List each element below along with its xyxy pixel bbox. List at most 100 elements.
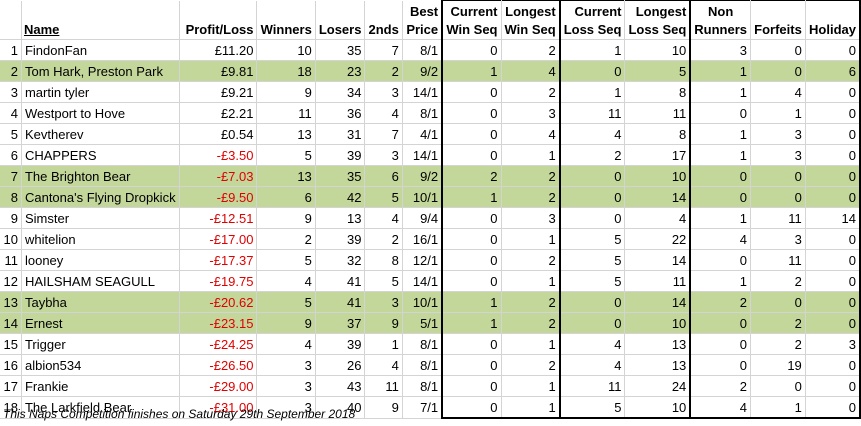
non-runners-cell[interactable]: 1 <box>689 81 752 103</box>
rank-cell[interactable]: 4 <box>0 102 22 124</box>
rank-cell[interactable]: 14 <box>0 312 22 334</box>
forfeits-cell[interactable]: 1 <box>750 396 806 419</box>
longest-loss-seq-cell[interactable]: 5 <box>624 60 691 82</box>
name-cell[interactable]: CHAPPERS <box>21 144 181 166</box>
longest-win-seq-cell[interactable]: 1 <box>501 144 561 166</box>
longest-win-seq-cell[interactable]: 1 <box>501 333 561 355</box>
current-loss-seq-cell[interactable]: 0 <box>558 186 626 208</box>
name-cell[interactable]: FindonFan <box>21 39 181 61</box>
name-cell[interactable]: whitelion <box>21 228 181 250</box>
holiday-cell[interactable]: 0 <box>805 312 861 334</box>
name-cell[interactable]: albion534 <box>21 354 181 376</box>
holiday-cell[interactable]: 0 <box>805 228 861 250</box>
seconds-cell[interactable]: 4 <box>364 207 403 229</box>
forfeits-cell[interactable]: 11 <box>750 207 806 229</box>
forfeits-cell[interactable]: 2 <box>750 270 806 292</box>
winners-cell[interactable]: 18 <box>256 60 316 82</box>
losers-cell[interactable]: 41 <box>315 291 366 313</box>
longest-win-seq-cell[interactable]: 4 <box>501 60 561 82</box>
non-runners-cell[interactable]: 0 <box>689 249 752 271</box>
seconds-cell[interactable]: 4 <box>364 102 403 124</box>
non-runners-cell[interactable]: 2 <box>689 291 752 313</box>
losers-cell[interactable]: 32 <box>315 249 366 271</box>
name-cell[interactable]: HAILSHAM SEAGULL <box>21 270 181 292</box>
longest-win-seq-cell[interactable]: 3 <box>501 207 561 229</box>
rank-cell[interactable]: 17 <box>0 375 22 397</box>
profit-loss-cell[interactable]: -£24.25 <box>179 333 258 355</box>
longest-loss-seq-cell[interactable]: 10 <box>624 396 691 419</box>
current-win-seq-cell[interactable]: 0 <box>441 81 502 103</box>
winners-cell[interactable]: 11 <box>256 102 316 124</box>
longest-win-seq-cell[interactable]: 4 <box>501 123 561 145</box>
losers-cell[interactable]: 34 <box>315 81 366 103</box>
longest-loss-seq-cell[interactable]: 11 <box>624 270 691 292</box>
longest-win-seq-cell[interactable]: 2 <box>501 249 561 271</box>
non-runners-cell[interactable]: 0 <box>689 186 752 208</box>
seconds-cell[interactable]: 9 <box>364 396 403 419</box>
rank-cell[interactable]: 18 <box>0 396 22 419</box>
current-win-seq-cell[interactable]: 0 <box>441 39 502 61</box>
profit-loss-cell[interactable]: -£23.15 <box>179 312 258 334</box>
best-price-cell[interactable]: 9/4 <box>402 207 443 229</box>
name-cell[interactable]: Frankie <box>21 375 181 397</box>
longest-win-seq-cell[interactable]: 3 <box>501 102 561 124</box>
longest-loss-seq-cell[interactable]: 8 <box>624 123 691 145</box>
profit-loss-cell[interactable]: -£26.50 <box>179 354 258 376</box>
best-price-cell[interactable]: 9/2 <box>402 60 443 82</box>
forfeits-cell[interactable]: 4 <box>750 81 806 103</box>
holiday-cell[interactable]: 3 <box>805 333 861 355</box>
rank-cell[interactable]: 8 <box>0 186 22 208</box>
current-loss-seq-cell[interactable]: 0 <box>558 291 626 313</box>
best-price-cell[interactable]: 9/2 <box>402 165 443 187</box>
seconds-cell[interactable]: 6 <box>364 165 403 187</box>
best-price-cell[interactable]: 10/1 <box>402 186 443 208</box>
losers-cell[interactable]: 26 <box>315 354 366 376</box>
current-loss-seq-cell[interactable]: 0 <box>558 165 626 187</box>
losers-cell[interactable]: 41 <box>315 270 366 292</box>
holiday-cell[interactable]: 0 <box>805 81 861 103</box>
rank-cell[interactable]: 7 <box>0 165 22 187</box>
longest-loss-seq-cell[interactable]: 4 <box>624 207 691 229</box>
seconds-cell[interactable]: 1 <box>364 333 403 355</box>
name-cell[interactable]: Ernest <box>21 312 181 334</box>
holiday-header[interactable]: Holiday <box>805 0 861 40</box>
longest-loss-seq-cell[interactable]: 17 <box>624 144 691 166</box>
longest-win-seq-cell[interactable]: 2 <box>501 165 561 187</box>
longest-loss-seq-cell[interactable]: 13 <box>624 333 691 355</box>
current-win-seq-cell[interactable]: 0 <box>441 333 502 355</box>
longest-win-seq-cell[interactable]: 2 <box>501 186 561 208</box>
rank-cell[interactable]: 13 <box>0 291 22 313</box>
winners-cell[interactable]: 4 <box>256 333 316 355</box>
forfeits-cell[interactable]: 3 <box>750 123 806 145</box>
winners-cell[interactable]: 10 <box>256 39 316 61</box>
best-price-cell[interactable]: 5/1 <box>402 312 443 334</box>
non-runners-header[interactable]: Non Runners <box>689 0 752 40</box>
name-cell[interactable]: looney <box>21 249 181 271</box>
name-cell[interactable]: The Larkfield Bear <box>21 396 181 419</box>
longest-loss-seq-cell[interactable]: 24 <box>624 375 691 397</box>
longest-win-seq-cell[interactable]: 1 <box>501 375 561 397</box>
rank-cell[interactable]: 11 <box>0 249 22 271</box>
profit-loss-cell[interactable]: £9.21 <box>179 81 258 103</box>
best-price-cell[interactable]: 16/1 <box>402 228 443 250</box>
current-win-seq-cell[interactable]: 0 <box>441 249 502 271</box>
non-runners-cell[interactable]: 4 <box>689 396 752 419</box>
non-runners-cell[interactable]: 0 <box>689 333 752 355</box>
longest-loss-seq-cell[interactable]: 14 <box>624 186 691 208</box>
winners-cell[interactable]: 3 <box>256 354 316 376</box>
profit-loss-cell[interactable]: -£31.00 <box>179 396 258 419</box>
winners-cell[interactable]: 2 <box>256 228 316 250</box>
longest-loss-seq-cell[interactable]: 22 <box>624 228 691 250</box>
profit-loss-cell[interactable]: £9.81 <box>179 60 258 82</box>
forfeits-cell[interactable]: 2 <box>750 312 806 334</box>
seconds-cell[interactable]: 5 <box>364 186 403 208</box>
current-win-seq-cell[interactable]: 0 <box>441 228 502 250</box>
best-price-cell[interactable]: 12/1 <box>402 249 443 271</box>
profit-loss-cell[interactable]: £2.21 <box>179 102 258 124</box>
winners-cell[interactable]: 3 <box>256 375 316 397</box>
current-loss-seq-cell[interactable]: 5 <box>558 228 626 250</box>
profit-loss-cell[interactable]: -£29.00 <box>179 375 258 397</box>
rank-cell[interactable]: 15 <box>0 333 22 355</box>
name-cell[interactable]: Tom Hark, Preston Park <box>21 60 181 82</box>
longest-loss-seq-cell[interactable]: 14 <box>624 249 691 271</box>
